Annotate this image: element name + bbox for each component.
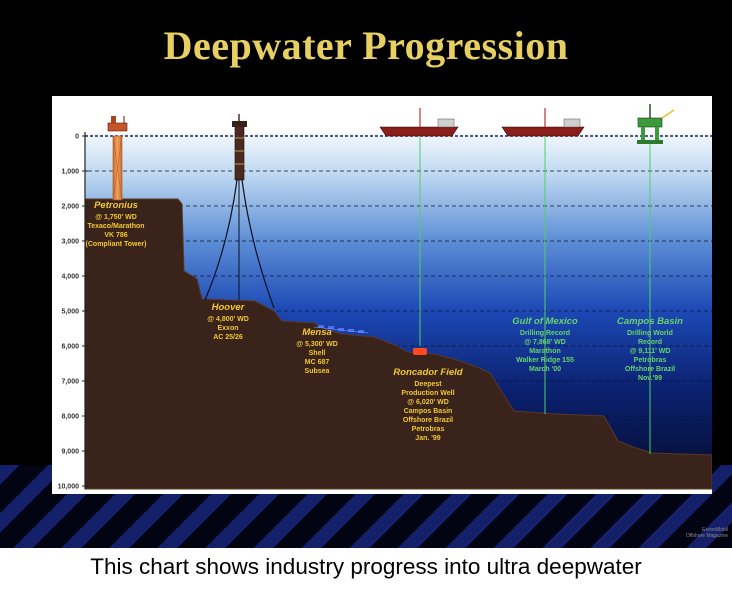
caption: This chart shows industry progress into …	[0, 548, 732, 590]
installation-detail: Texaco/Marathon	[87, 223, 144, 230]
installation-name: Hoover	[212, 302, 246, 313]
installation-detail: VK 786	[104, 232, 127, 239]
diagram-panel: 0 1,000 2,000 3,000 4,000 5,000 6,000 7,000 8,00…	[52, 96, 712, 494]
installation-name: Campos Basin	[617, 316, 683, 327]
installation-detail: Jan. '99	[415, 435, 441, 442]
depth-tick-label: 7,000	[61, 379, 79, 386]
installation-detail: MC 687	[305, 359, 330, 366]
deepwater-diagram: 0 1,000 2,000 3,000 4,000 5,000 6,000 7,000 8,00…	[58, 104, 712, 491]
slide: Deepwater Progression	[0, 0, 732, 548]
installation-detail: Subsea	[305, 368, 330, 375]
depth-tick-label: 2,000	[61, 204, 79, 211]
installation-detail: Drilling Record	[520, 330, 570, 337]
installation-detail: @ 4,800' WD	[207, 316, 249, 323]
label-gulf-of-mexico: Gulf of Mexico Drilling Record @ 7,868' WD…	[512, 316, 578, 373]
installation-detail: (Compliant Tower)	[86, 241, 147, 248]
roncador-drillship	[379, 108, 459, 355]
depth-tick-label: 10,000	[58, 484, 80, 491]
installation-detail: Campos Basin	[404, 408, 453, 415]
installation-detail: Offshore Brazil	[625, 366, 675, 373]
label-mensa: Mensa @ 5,300' WD Shell MC 687 Subsea	[296, 327, 338, 375]
installation-detail: @ 1,750' WD	[95, 214, 137, 221]
installation-name: Gulf of Mexico	[512, 316, 578, 327]
label-campos-basin: Campos Basin Drilling World Record @ 9,111'…	[617, 316, 683, 382]
depth-axis: 0 1,000 2,000 3,000 4,000 5,000 6,000 7,000 8,00…	[58, 132, 88, 491]
installation-detail: Marathon	[529, 348, 561, 355]
depth-tick-label: 5,000	[61, 309, 79, 316]
installation-detail: Deepest	[414, 381, 442, 388]
installation-name: Petronius	[94, 200, 138, 211]
installation-detail: Nov.'99	[638, 375, 662, 382]
depth-tick-label: 9,000	[61, 449, 79, 456]
slide-title: Deepwater Progression	[163, 23, 569, 68]
credit-line-2: Offshore Magazine	[685, 533, 728, 539]
depth-tick-label: 6,000	[61, 344, 79, 351]
depth-tick-label: 0	[75, 134, 79, 141]
installation-detail: Record	[638, 339, 662, 346]
installation-name: Mensa	[302, 327, 332, 338]
depth-tick-label: 4,000	[61, 274, 79, 281]
campos-basin-semisubmersible	[637, 104, 675, 454]
depth-tick-label: 3,000	[61, 239, 79, 246]
credit-text: ExxonMobil Offshore Magazine	[682, 527, 728, 539]
label-roncador-field: Roncador Field Deepest Production Well @ 6,…	[393, 367, 462, 442]
installation-detail: Offshore Brazil	[403, 417, 453, 424]
installation-detail: Shell	[309, 350, 326, 357]
label-hoover: Hoover @ 4,800' WD Exxon AC 25/26	[207, 302, 249, 341]
hoover-spar	[204, 114, 275, 309]
installation-detail: @ 7,868' WD	[524, 339, 566, 346]
installation-detail: Drilling World	[627, 330, 673, 337]
installation-detail: Petrobras	[412, 426, 445, 433]
installation-detail: Walker Ridge 155	[516, 357, 574, 364]
installation-detail: AC 25/26	[213, 334, 243, 341]
installation-labels: Petronius @ 1,750' WD Texaco/Marathon VK 78…	[86, 200, 684, 442]
installation-detail: @ 9,111' WD	[630, 348, 671, 355]
installation-detail: @ 6,020' WD	[407, 399, 449, 406]
installation-name: Roncador Field	[393, 367, 462, 378]
label-petronius: Petronius @ 1,750' WD Texaco/Marathon VK 78…	[86, 200, 147, 248]
installation-detail: March '00	[529, 366, 561, 373]
petronius-compliant-tower	[107, 116, 128, 201]
depth-tick-label: 8,000	[61, 414, 79, 421]
mensa-subsea-wells	[313, 325, 369, 334]
installation-detail: Exxon	[217, 325, 238, 332]
installation-detail: Petrobras	[634, 357, 667, 364]
installation-detail: Production Well	[401, 390, 454, 397]
credit-line-1: ExxonMobil	[702, 527, 728, 533]
installation-detail: @ 5,300' WD	[296, 341, 338, 348]
gulf-of-mexico-drillship	[501, 108, 585, 414]
depth-tick-label: 1,000	[61, 169, 79, 176]
